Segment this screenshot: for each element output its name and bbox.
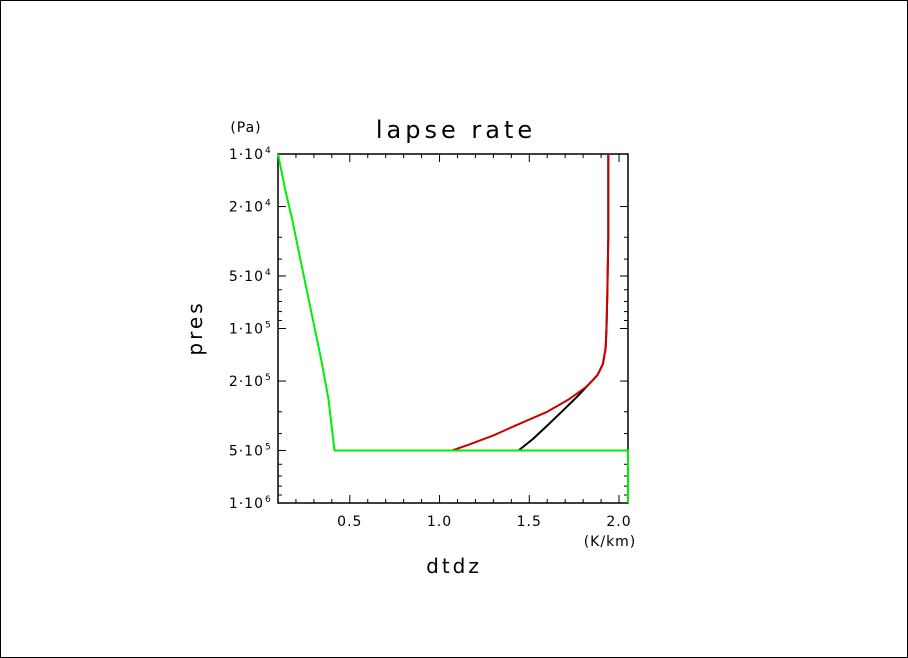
y-tick-exponent: 5 [265, 321, 271, 331]
series-line-1 [517, 154, 610, 452]
y-tick-exponent: 4 [265, 268, 271, 278]
y-tick-exponent: 4 [265, 199, 271, 209]
x-tick-label: 2.0 [606, 514, 631, 530]
x-tick-label: 0.5 [337, 514, 362, 530]
y-tick-label: 5·10 [229, 443, 264, 459]
x-tick-label: 1.0 [427, 514, 452, 530]
y-tick-label: 1·10 [229, 147, 264, 163]
x-axis-title: dtdz [426, 554, 482, 578]
y-tick-label: 2·10 [229, 200, 264, 216]
series-line-2 [451, 154, 610, 452]
y-tick-label: 1·10 [229, 496, 264, 512]
chart-title: lapse rate [376, 116, 536, 144]
y-tick-exponent: 6 [265, 495, 271, 505]
y-tick-label: 2·10 [229, 374, 264, 390]
y-tick-exponent: 5 [265, 373, 271, 383]
y-axis-unit: (Pa) [230, 120, 261, 136]
y-tick-exponent: 4 [265, 146, 271, 156]
x-tick-label: 1.5 [517, 514, 542, 530]
series-line-3 [277, 153, 629, 503]
y-tick-label: 1·10 [229, 322, 264, 338]
y-tick-label: 5·10 [229, 269, 264, 285]
y-axis-title: pres [183, 300, 207, 355]
x-axis-unit: (K/km) [584, 534, 637, 550]
y-tick-exponent: 5 [265, 442, 271, 452]
